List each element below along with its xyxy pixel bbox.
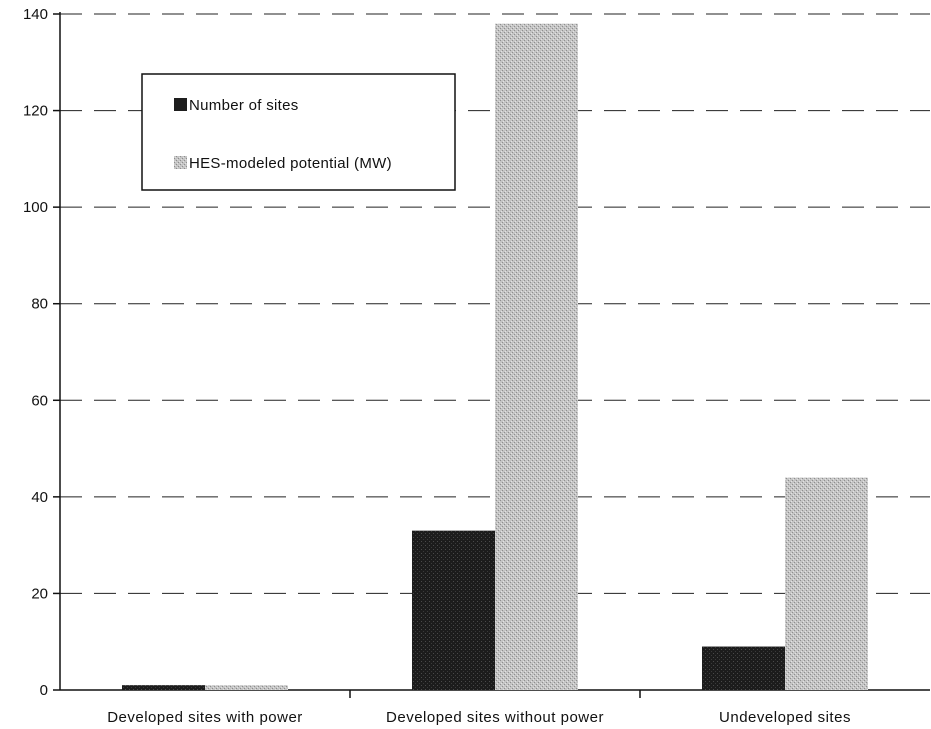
bar-number-of-sites-2 [702, 646, 785, 690]
bar-hes-potential-2 [785, 477, 868, 690]
axis-labels: 0 20 40 60 80 100 120 140 Developed sites with p… [23, 6, 851, 726]
legend-label-number-of-sites: Number of sites [189, 97, 299, 114]
y-tick-label-140: 140 [23, 6, 48, 23]
legend-swatch-number-of-sites [174, 98, 187, 111]
bar-number-of-sites-1 [412, 530, 495, 690]
y-tick-label-100: 100 [23, 199, 48, 216]
y-tick-label-60: 60 [31, 392, 48, 409]
bar-hes-potential-1 [495, 23, 578, 690]
legend: Number of sites HES-modeled potential (M… [141, 73, 456, 191]
y-tick-label-40: 40 [31, 489, 48, 506]
y-tick-label-120: 120 [23, 103, 48, 120]
bar-number-of-sites-0 [122, 685, 205, 690]
bars [122, 23, 868, 690]
y-tick-label-0: 0 [40, 682, 48, 699]
legend-label-hes-modeled-potential: HES-modeled potential (MW) [189, 155, 392, 172]
legend-box [141, 73, 456, 191]
bar-hes-potential-0 [205, 685, 288, 690]
x-category-label-2: Undeveloped sites [719, 709, 851, 726]
y-tick-label-20: 20 [31, 585, 48, 602]
x-category-label-1: Developed sites without power [386, 709, 604, 726]
legend-swatch-hes-modeled-potential [174, 156, 187, 169]
y-tick-label-80: 80 [31, 296, 48, 313]
x-category-label-0: Developed sites with power [107, 709, 303, 726]
